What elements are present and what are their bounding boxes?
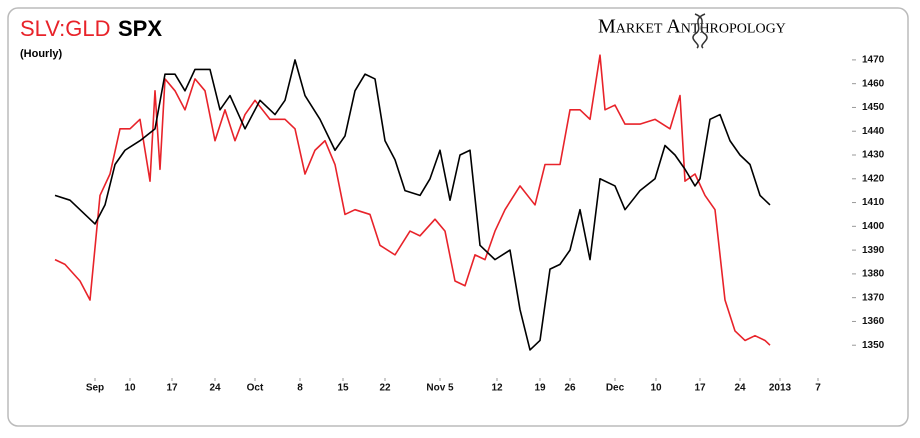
x-tick-label: 15: [337, 383, 349, 394]
y-tick-label: 1430: [862, 150, 885, 161]
y-tick-label: 1370: [862, 292, 885, 303]
chart-title-suffix: SPX: [118, 16, 162, 41]
x-tick-label: 10: [124, 383, 136, 394]
y-tick-label: 1380: [862, 269, 885, 280]
x-tick-label: 24: [209, 383, 221, 394]
series-line: [54, 54, 771, 346]
x-tick-label: 19: [534, 383, 546, 394]
x-tick-label: 7: [815, 383, 821, 394]
chart-title: SLV:GLD: [20, 16, 110, 41]
x-tick-label: 8: [297, 383, 303, 394]
y-tick-label: 1400: [862, 221, 885, 232]
y-tick-label: 1360: [862, 316, 885, 327]
series-line: [54, 59, 771, 351]
y-tick-label: 1460: [862, 78, 885, 89]
y-tick-label: 1350: [862, 340, 885, 351]
x-tick-label: Sep: [86, 383, 104, 394]
x-tick-label: 26: [564, 383, 576, 394]
logo-icon: [692, 13, 708, 49]
y-tick-label: 1450: [862, 102, 885, 113]
x-tick-label: 12: [491, 383, 503, 394]
x-tick-label: 17: [694, 383, 706, 394]
brand: Market Anthropology: [598, 16, 786, 38]
frame: [7, 7, 909, 427]
x-tick-label: 10: [650, 383, 662, 394]
y-tick-label: 1410: [862, 197, 885, 208]
x-tick-label: 22: [379, 383, 391, 394]
x-tick-label: Dec: [606, 383, 625, 394]
y-tick-label: 1470: [862, 55, 885, 66]
x-tick-label: Oct: [247, 383, 264, 394]
subtitle: (Hourly): [20, 48, 63, 60]
y-tick-label: 1420: [862, 173, 885, 184]
x-tick-label: 24: [734, 383, 746, 394]
x-tick-label: 2013: [769, 383, 792, 394]
y-tick-label: 1390: [862, 245, 885, 256]
x-tick-label: Nov 5: [426, 383, 454, 394]
y-tick-label: 1440: [862, 126, 885, 137]
x-tick-label: 17: [166, 383, 178, 394]
